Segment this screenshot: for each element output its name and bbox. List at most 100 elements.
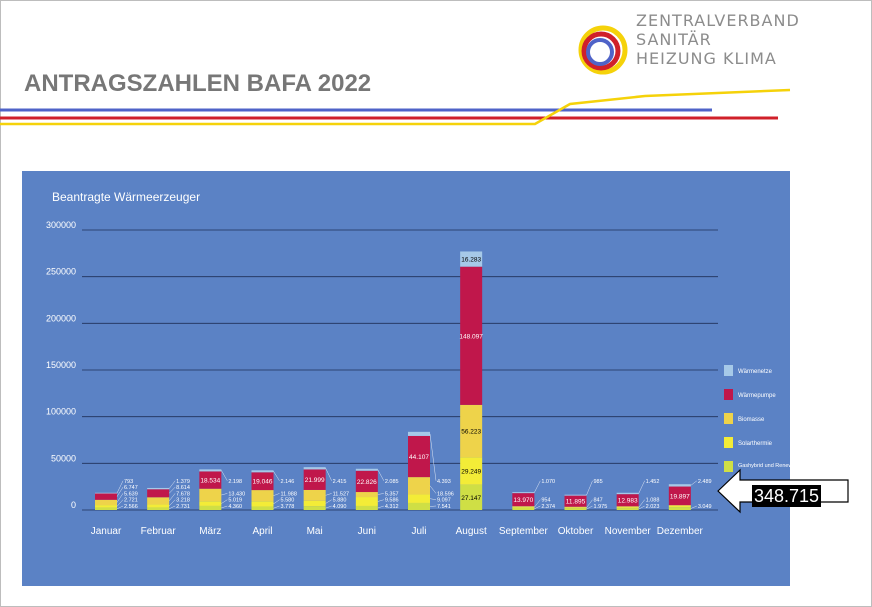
bar-segment [199,469,222,472]
bar-segment [303,506,326,510]
logo-line-2: SANITÄR [636,30,712,49]
bar-segment [251,506,274,510]
leader-line [429,498,437,500]
leader-line [325,468,332,481]
bar-segment [147,489,170,498]
data-label: 2.566 [124,504,138,510]
bar-segment [408,502,430,510]
x-tick-label: März [199,526,221,537]
bar-segment [460,404,483,458]
bar-segment [512,507,535,510]
leader-line [221,505,228,509]
y-tick-label: 50000 [51,453,76,463]
y-tick-label: 100000 [46,407,76,417]
x-tick-label: September [499,526,549,537]
bar-segment [564,507,587,509]
data-label: 11.895 [566,499,586,506]
data-label: 9.586 [385,498,399,504]
leader-line [169,493,176,501]
header-decoration [0,25,791,126]
leader-line [116,499,124,507]
bar-segment [616,507,639,509]
leader-line [690,505,697,509]
data-label: 1.975 [594,504,608,510]
bar-segment [147,504,170,508]
leader-line [273,499,280,505]
data-label: 22.826 [357,479,377,486]
leader-line [325,505,332,509]
legend-label: Biomasse [738,417,765,423]
leader-line [221,499,228,504]
bar-segment [564,508,587,510]
leader-line [377,493,384,495]
bar-segment [199,471,222,489]
x-tick-label: April [252,526,272,537]
bar-segment [460,251,483,267]
leader-line [325,493,332,496]
leader-line [377,499,384,502]
leader-line [273,493,280,496]
leader-line [169,499,176,507]
leader-line [116,493,124,503]
bar-segment [408,431,430,436]
data-label: 2.374 [541,504,555,510]
legend-swatch [724,437,733,448]
bar-segment [616,508,639,510]
x-tick-label: Dezember [657,526,704,537]
bar-segment [460,457,483,485]
bar-segment [512,492,535,494]
y-tick-label: 300000 [46,220,76,230]
data-label: 4.360 [228,504,242,510]
data-label: 985 [594,479,603,485]
data-label: 2.146 [281,479,295,485]
data-label: 4.090 [333,504,347,510]
bar-segment [251,470,274,473]
data-label: 2.731 [176,504,190,510]
bar-segment [408,477,430,495]
bar-segment [564,494,587,496]
bar-segment [355,470,378,493]
data-label: 5.580 [281,498,295,504]
data-label: 847 [594,498,603,504]
data-label: 3.778 [281,504,295,510]
legend-swatch [724,365,733,376]
data-label: 29.249 [461,469,481,476]
data-label: 6.747 [124,485,138,491]
data-label: 2.489 [698,479,712,485]
data-label: 1.070 [541,479,555,485]
data-label: 4.393 [437,479,451,485]
bar-segment [616,492,639,495]
leader-line [534,499,541,508]
bar-segment [95,499,117,506]
bar-segment [95,505,117,508]
legend-swatch [724,461,733,472]
data-label: 12.983 [618,498,638,505]
bar-segment [408,435,430,478]
leader-line [116,505,124,509]
bar-segment [251,501,274,507]
bar-segment [199,505,222,510]
bar-segment [251,490,274,502]
bar-segment [355,468,378,471]
bar-segment [460,484,483,510]
leader-line [273,505,280,509]
bar-segment [147,487,170,490]
logo-line-1: ZENTRALVERBAND [636,11,800,30]
bar-segment [564,506,587,508]
legend-swatch [724,413,733,424]
bar-segment [512,493,535,507]
leader-line [221,470,228,481]
bar-segment [303,489,326,501]
bar-segment [95,493,117,500]
leader-line [638,505,645,510]
bar-segment [303,500,326,507]
data-label: 16.283 [461,257,481,264]
bar-segment [303,467,326,470]
leader-line [325,499,332,504]
data-label: 2.198 [228,479,242,485]
data-label: 9.097 [437,498,451,504]
bar-segment [95,492,117,494]
y-tick-label: 150000 [46,360,76,370]
bar-segment [668,507,691,510]
bar-segment [199,501,222,506]
